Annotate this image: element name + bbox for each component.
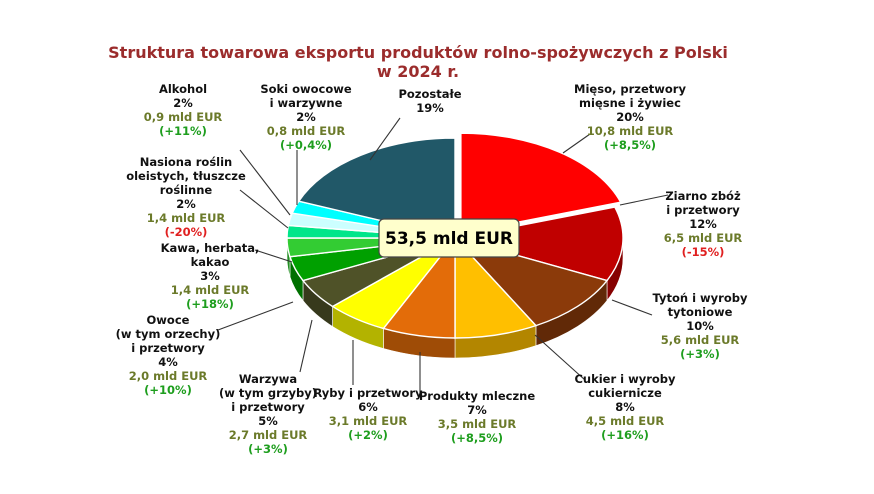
- slice-2: [452, 236, 609, 327]
- slice-label-6-line-1: (w tym grzyby): [219, 386, 317, 400]
- slice-1: [454, 206, 624, 282]
- slice-label-11-line-1: i warzywne: [270, 96, 343, 110]
- total-box-rect: [378, 218, 520, 258]
- slice-label-12-line-0: Pozostałe: [398, 87, 461, 101]
- slice-percent-7: 4%: [158, 355, 178, 369]
- total-box: 53,5 mld EUR: [378, 218, 520, 258]
- slice-label-5-line-0: Ryby i przetwory: [313, 386, 423, 400]
- slice-percent-3: 8%: [615, 400, 635, 414]
- slice-label-9-line-1: oleistych, tłuszcze: [126, 169, 246, 183]
- slice-change-8: (+18%): [186, 297, 234, 311]
- leader-line-8: [254, 249, 293, 263]
- slice-value-11: 0,8 mld EUR: [267, 124, 346, 138]
- slice-change-0: (+8,5%): [604, 138, 656, 152]
- slice-change-6: (+3%): [248, 442, 288, 456]
- leader-line-10: [239, 149, 291, 216]
- slice-label-0-line-1: mięsne i żywiec: [579, 96, 681, 110]
- slice-value-4: 3,5 mld EUR: [438, 417, 517, 431]
- slice-change-7: (+10%): [144, 383, 192, 397]
- leader-line-1: [619, 194, 669, 206]
- slice-change-4: (+8,5%): [451, 431, 503, 445]
- slice-label-1-line-0: Ziarno zbóż: [665, 189, 741, 203]
- slice-change-10: (+11%): [159, 124, 207, 138]
- slice-label-2-line-1: tytoniowe: [668, 305, 733, 319]
- slice-change-5: (+2%): [348, 428, 388, 442]
- slice-percent-12: 19%: [416, 101, 444, 115]
- slice-value-5: 3,1 mld EUR: [329, 414, 408, 428]
- slice-change-11: (+0,4%): [280, 138, 332, 152]
- slice-change-3: (+16%): [601, 428, 649, 442]
- slice-value-9: 1,4 mld EUR: [147, 211, 226, 225]
- slice-label-8-line-0: Kawa, herbata,: [161, 241, 260, 255]
- chart-title-line-2: w 2024 r.: [377, 62, 459, 81]
- leader-line-12: [369, 117, 401, 161]
- slice-value-8: 1,4 mld EUR: [171, 283, 250, 297]
- slice-percent-1: 12%: [689, 217, 717, 231]
- slice-label-10-line-0: Alkohol: [159, 82, 207, 96]
- slice-percent-2: 10%: [686, 319, 714, 333]
- slice-percent-10: 2%: [173, 96, 193, 110]
- leader-lines: [217, 117, 669, 396]
- slice-label-1-line-1: i przetwory: [666, 203, 740, 217]
- slice-label-11-line-0: Soki owocowe: [260, 82, 352, 96]
- leader-line-7: [217, 301, 294, 331]
- slice-value-3: 4,5 mld EUR: [586, 414, 665, 428]
- slice-label-3-line-1: cukiernicze: [588, 386, 662, 400]
- slice-change-1: (-15%): [682, 245, 725, 259]
- slice-label-9-line-0: Nasiona roślin: [140, 155, 233, 169]
- slice-value-7: 2,0 mld EUR: [129, 369, 208, 383]
- leader-line-3: [534, 334, 586, 381]
- slice-label-9-line-2: roślinne: [160, 183, 213, 197]
- slice-value-6: 2,7 mld EUR: [229, 428, 308, 442]
- slice-value-10: 0,9 mld EUR: [144, 110, 223, 124]
- slice-label-2-line-0: Tytoń i wyroby: [653, 291, 748, 305]
- slice-label-3-line-0: Cukier i wyroby: [574, 372, 676, 386]
- slice-percent-0: 20%: [616, 110, 644, 124]
- slice-percent-5: 6%: [358, 400, 378, 414]
- leader-line-0: [562, 133, 591, 154]
- leader-line-2: [611, 299, 653, 316]
- slice-percent-11: 2%: [296, 110, 316, 124]
- pie-slices-depth: [286, 237, 624, 359]
- slice-change-9: (-20%): [165, 225, 208, 239]
- slice-label-7-line-0: Owoce: [147, 313, 190, 327]
- slice-12: [297, 137, 456, 239]
- chart-title-line-1: Struktura towarowa eksportu produktów ro…: [108, 43, 728, 62]
- slice-value-0: 10,8 mld EUR: [587, 124, 674, 138]
- slice-percent-8: 3%: [200, 269, 220, 283]
- slice-percent-4: 7%: [467, 403, 487, 417]
- leader-line-9: [239, 189, 289, 229]
- slice-percent-6: 5%: [258, 414, 278, 428]
- leader-line-6: [299, 319, 313, 373]
- slice-label-7-line-1: (w tym orzechy): [116, 327, 221, 341]
- slice-change-2: (+3%): [680, 347, 720, 361]
- slice-label-6-line-0: Warzywa: [239, 372, 297, 386]
- slice-value-2: 5,6 mld EUR: [661, 333, 740, 347]
- slice-label-7-line-2: i przetwory: [131, 341, 205, 355]
- slice-label-6-line-2: i przetwory: [231, 400, 305, 414]
- slice-value-1: 6,5 mld EUR: [664, 231, 743, 245]
- total-value: 53,5 mld EUR: [385, 229, 513, 249]
- slice-label-4-line-0: Produkty mleczne: [419, 389, 535, 403]
- slice-0: [460, 132, 622, 234]
- slice-label-0-line-0: Mięso, przetwory: [574, 82, 686, 96]
- slice-percent-9: 2%: [176, 197, 196, 211]
- slice-label-8-line-1: kakao: [191, 255, 230, 269]
